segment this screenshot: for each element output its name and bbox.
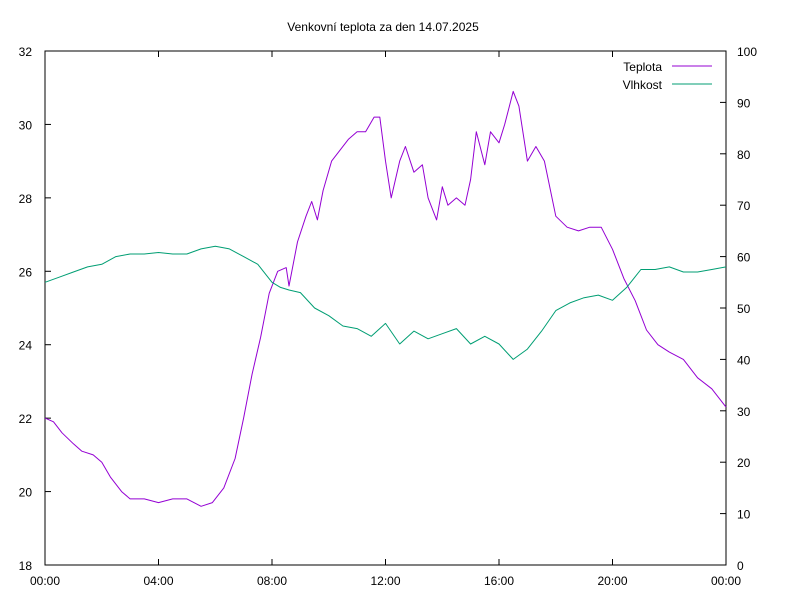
right-tick-label: 30 (737, 405, 751, 419)
left-tick-label: 28 (19, 192, 33, 206)
right-axis-ticks: 0 10 20 30 40 50 60 70 80 90 100 (720, 45, 757, 573)
right-tick-label: 20 (737, 456, 751, 470)
right-tick-label: 60 (737, 251, 751, 265)
right-tick-label: 100 (737, 45, 757, 59)
left-axis-ticks: 18 20 22 24 26 28 30 32 (19, 45, 51, 573)
left-tick-label: 20 (19, 486, 33, 500)
series-line-teplota (44, 90, 727, 507)
right-tick-label: 90 (737, 96, 751, 110)
plot-frame (44, 50, 727, 566)
right-tick-label: 10 (737, 508, 751, 522)
chart-title: Venkovní teplota za den 14.07.2025 (287, 20, 479, 34)
left-tick-label: 18 (19, 559, 33, 573)
legend-label: Teplota (623, 60, 662, 74)
x-tick-label: 12:00 (370, 574, 400, 588)
x-tick-label: 00:00 (711, 574, 741, 588)
right-tick-label: 70 (737, 199, 751, 213)
right-tick-label: 50 (737, 302, 751, 316)
left-tick-label: 32 (19, 45, 33, 59)
x-tick-label: 04:00 (143, 574, 173, 588)
legend-label: Vlhkost (623, 78, 663, 92)
series-layer (44, 90, 727, 507)
left-tick-label: 30 (19, 118, 33, 132)
left-tick-label: 22 (19, 412, 33, 426)
legend: Teplota Vlhkost (623, 60, 712, 92)
x-tick-label: 20:00 (597, 574, 627, 588)
right-tick-label: 80 (737, 148, 751, 162)
x-axis-ticks: 00:00 04:00 08:00 12:00 16:00 20:00 00:00 (30, 51, 741, 588)
series-line-vlhkost (44, 245, 727, 360)
x-tick-label: 00:00 (30, 574, 60, 588)
x-tick-label: 08:00 (257, 574, 287, 588)
right-tick-label: 40 (737, 353, 751, 367)
right-tick-label: 0 (737, 559, 744, 573)
left-tick-label: 26 (19, 265, 33, 279)
x-tick-label: 16:00 (484, 574, 514, 588)
left-tick-label: 24 (19, 339, 33, 353)
